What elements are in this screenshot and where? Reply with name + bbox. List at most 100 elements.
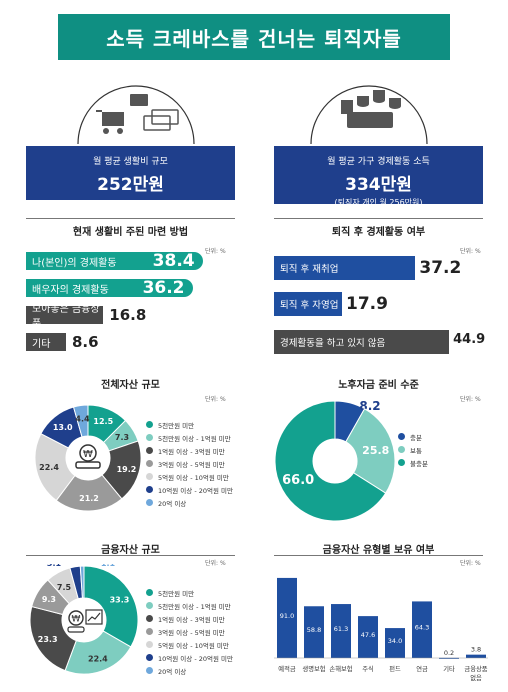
slice-label: 12.5 — [93, 417, 113, 426]
donut-slice — [79, 565, 85, 599]
bar: 퇴직 후 자영업 — [274, 292, 343, 316]
legend-label: 5억원 이상 - 10억원 미만 — [158, 641, 229, 650]
legend-label: 3억원 이상 - 5억원 미만 — [158, 628, 225, 637]
bar — [466, 654, 486, 658]
legend-swatch — [146, 667, 153, 674]
legend-item: 3억원 이상 - 5억원 미만 — [146, 625, 241, 638]
living-cost-box: 월 평균 생활비 규모 252만원 — [26, 146, 235, 200]
bar-label: 모아놓은 금융상품 — [32, 304, 100, 330]
money-bag-icon: ₩ — [75, 444, 101, 469]
legend-swatch — [398, 433, 405, 440]
legend-item: 불충분 — [398, 456, 478, 469]
legend-label: 5천만원 이상 - 1억원 미만 — [158, 602, 231, 611]
household-income-box: 월 평균 가구 경제활동 소득 334만원 (퇴직자 개인 월 256만원) — [274, 146, 483, 207]
unit-label: 단위: % — [460, 560, 481, 567]
legend-label: 3억원 이상 - 5억원 미만 — [158, 460, 225, 469]
retirement-fund-donut: 8.2 25.8 66.0 — [274, 400, 396, 522]
legend-item: 10억원 이상 - 20억원 미만 — [146, 483, 241, 496]
legend-item: 5천만원 이상 - 1억원 미만 — [146, 431, 241, 444]
bar-value: 8.6 — [72, 333, 99, 351]
x-tick-label: 생명보험 — [302, 666, 326, 673]
bar — [331, 604, 351, 658]
legend-item: 5억원 이상 - 10억원 미만 — [146, 470, 241, 483]
living-cost-label: 월 평균 생활비 규모 — [93, 157, 168, 167]
bar-label: 배우자의 경제활동 — [32, 284, 109, 296]
legend-item: 1억원 이상 - 3억원 미만 — [146, 612, 241, 625]
bar-value: 58.8 — [307, 626, 321, 634]
slice-label: 1.1 — [101, 564, 116, 568]
legend-item: 5천만원 미만 — [146, 586, 241, 599]
slice-label: 7.3 — [115, 433, 129, 442]
legend-swatch — [146, 602, 153, 609]
slice-label: 13.0 — [53, 423, 73, 432]
legend-item: 3억원 이상 - 5억원 미만 — [146, 457, 241, 470]
legend-label: 10억원 이상 - 20억원 미만 — [158, 486, 233, 495]
bar: 경제활동을 하고 있지 않음 — [274, 330, 450, 354]
donut-slice — [34, 432, 76, 502]
bar-label: 기타 — [32, 338, 51, 350]
asset-type-bar-chart: 91.0 58.8 61.3 47.6 34.0 64.3 0.2 3.8 — [274, 577, 488, 659]
donut-slice — [274, 400, 387, 522]
bar — [304, 606, 324, 658]
household-income-label: 월 평균 가구 경제활동 소득 — [327, 157, 430, 167]
bar-value: 38.4 — [152, 251, 195, 271]
bar-value: 47.6 — [361, 631, 375, 639]
legend-item: 1억원 이상 - 3억원 미만 — [146, 444, 241, 457]
household-income-note: (퇴직자 개인 월 256만원) — [334, 198, 423, 207]
living-cost-value: 252만원 — [97, 175, 164, 195]
legend-swatch — [398, 459, 405, 466]
x-tick-label: 펀드 — [389, 666, 401, 673]
retirement-fund-title: 노후자금 준비 수준 — [338, 380, 419, 391]
bar-value: 44.9 — [453, 332, 486, 347]
legend-swatch — [146, 499, 153, 506]
bar — [358, 616, 378, 658]
shopping-cart-icon — [77, 85, 195, 145]
asset-type-title: 금융자산 유형별 보유 여부 — [322, 545, 435, 556]
legend-label: 5천만원 미만 — [158, 421, 195, 430]
legend-label: 보통 — [410, 446, 422, 455]
bar: 기타 — [26, 333, 66, 351]
svg-text:₩: ₩ — [72, 615, 81, 625]
slice-label: 19.2 — [117, 465, 137, 474]
unit-label: 단위: % — [460, 396, 481, 403]
legend-swatch — [146, 460, 153, 467]
slice-label: 4.4 — [75, 414, 90, 423]
slice-label: 66.0 — [282, 473, 314, 488]
bar-row: 배우자의 경제활동 36.2 — [26, 278, 193, 298]
bar — [277, 577, 297, 658]
bar-value: 61.3 — [334, 625, 348, 633]
legend-swatch — [146, 473, 153, 480]
household-income-value: 334만원 — [345, 175, 412, 195]
living-method-chart: 나(본인)의 경제활동 38.4 배우자의 경제활동 36.2 모아놓은 금융상품 16.… — [26, 251, 235, 362]
legend-item: 20억 이상 — [146, 496, 241, 509]
svg-text:₩: ₩ — [83, 449, 93, 460]
donut-slice — [64, 630, 132, 675]
unit-label: 단위: % — [205, 248, 226, 255]
bar-row: 나(본인)의 경제활동 38.4 — [26, 251, 203, 271]
bar — [439, 657, 459, 659]
unit-label: 단위: % — [205, 396, 226, 403]
slice-label: 23.3 — [38, 635, 58, 644]
x-tick-label: 기타 — [443, 666, 455, 673]
living-method-title: 현재 생활비 주된 마련 방법 — [72, 227, 189, 238]
growth-board-icon: ₩ — [67, 609, 103, 633]
legend-item: 20억 이상 — [146, 664, 241, 677]
legend-label: 충분 — [410, 433, 422, 442]
total-assets-title: 전체자산 규모 — [101, 380, 160, 391]
x-tick-label: 연금 — [416, 666, 428, 673]
legend-item: 5천만원 미만 — [146, 418, 241, 431]
legend-item: 5억원 이상 - 10억원 미만 — [146, 638, 241, 651]
bar: 배우자의 경제활동 36.2 — [26, 278, 193, 298]
legend-label: 10억원 이상 - 20억원 미만 — [158, 654, 233, 663]
econ-activity-chart: 퇴직 후 재취업 37.2 퇴직 후 자영업 17.9 경제활동을 하고 있지 않음 44… — [274, 252, 486, 362]
money-stack-icon — [310, 85, 428, 145]
legend-label: 5천만원 미만 — [158, 589, 195, 598]
slice-label: 25.8 — [362, 444, 389, 457]
bar-value: 17.9 — [346, 294, 388, 314]
bar-value: 37.2 — [419, 258, 462, 278]
unit-label: 단위: % — [205, 560, 226, 567]
legend-swatch — [146, 447, 153, 454]
page-title: 소득 크레바스를 건너는 퇴직자들 — [58, 14, 450, 60]
x-tick-label: 주식 — [362, 666, 374, 673]
